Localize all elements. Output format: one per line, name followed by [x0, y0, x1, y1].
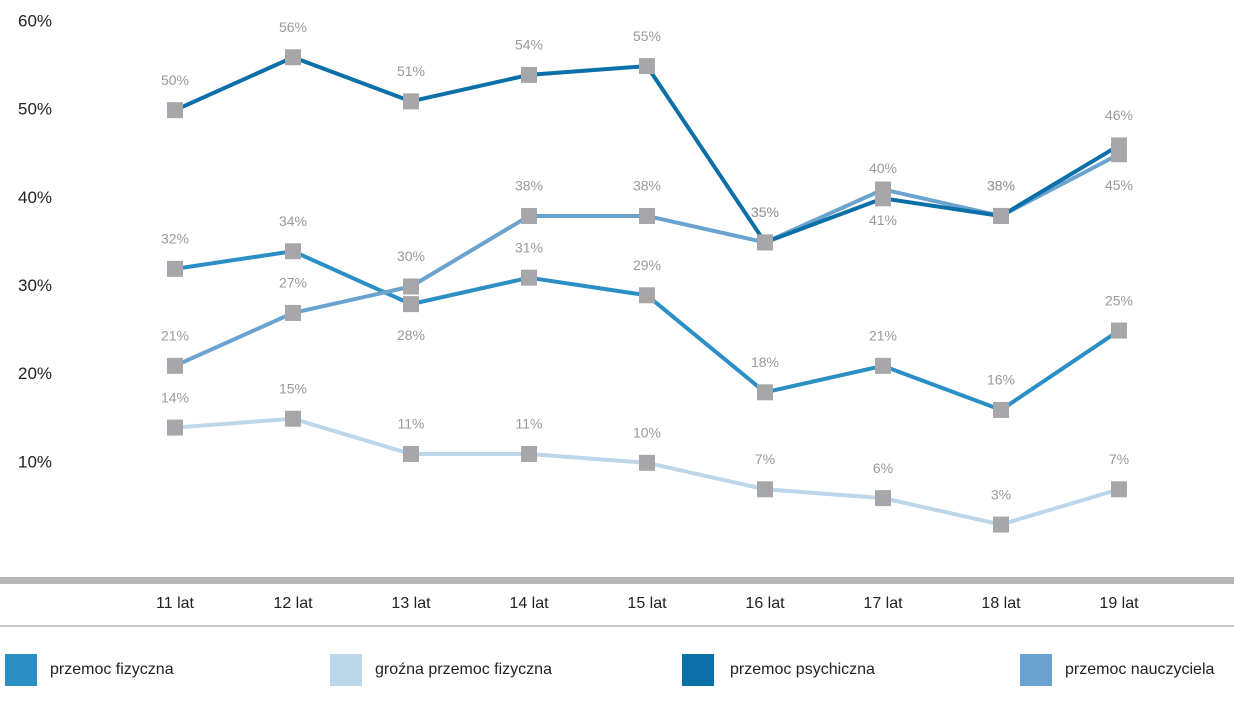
marker [875, 490, 891, 507]
marker [521, 66, 537, 83]
marker [285, 243, 301, 260]
y-tick-label: 30% [18, 276, 52, 295]
data-label: 32% [161, 231, 189, 247]
marker [639, 287, 655, 304]
marker [993, 516, 1009, 533]
y-tick-label: 50% [18, 100, 52, 119]
legend-label: przemoc fizyczna [50, 661, 174, 678]
series-line [174, 249, 1121, 412]
data-label: 45% [1105, 177, 1133, 193]
marker [521, 207, 537, 224]
marker [639, 454, 655, 471]
legend-swatch [5, 654, 37, 686]
marker [521, 269, 537, 286]
marker [875, 357, 891, 374]
legend-swatch [330, 654, 362, 686]
data-label: 7% [1109, 451, 1129, 467]
x-tick-label: 16 lat [745, 595, 785, 612]
data-label: 10% [633, 425, 661, 441]
data-label: 14% [161, 389, 189, 405]
data-label: 6% [873, 460, 893, 476]
data-label: 15% [279, 380, 307, 396]
marker [757, 234, 773, 251]
data-label: 31% [515, 239, 543, 255]
data-label: 16% [987, 372, 1015, 388]
marker [403, 446, 419, 463]
x-tick-label: 18 lat [981, 595, 1021, 612]
x-tick-label: 15 lat [627, 595, 667, 612]
data-label: 28% [397, 327, 425, 343]
data-label: 38% [987, 178, 1015, 194]
data-label: 3% [991, 486, 1011, 502]
legend-label: przemoc psychiczna [730, 661, 875, 678]
data-label: 46% [1105, 107, 1133, 123]
data-label: 54% [515, 37, 543, 53]
marker [993, 401, 1009, 418]
data-label: 51% [397, 63, 425, 79]
marker [875, 190, 891, 207]
marker [403, 93, 419, 110]
x-tick-label: 14 lat [509, 595, 549, 612]
data-label: 38% [633, 178, 661, 194]
y-tick-label: 20% [18, 364, 52, 383]
data-label: 40% [869, 160, 897, 176]
marker [521, 446, 537, 463]
marker [285, 304, 301, 321]
x-tick-label: 12 lat [273, 595, 313, 612]
x-tick-label: 17 lat [863, 595, 903, 612]
data-label: 21% [869, 328, 897, 344]
data-label: 7% [755, 451, 775, 467]
y-tick-label: 60% [18, 11, 52, 30]
marker [167, 419, 183, 436]
y-tick-label: 40% [18, 188, 52, 207]
marker [757, 384, 773, 401]
data-label: 34% [279, 213, 307, 229]
marker [285, 410, 301, 427]
data-label: 27% [279, 275, 307, 291]
legend-swatch [1020, 654, 1052, 686]
x-tick-label: 11 lat [156, 595, 195, 612]
marker [403, 278, 419, 295]
marker [639, 207, 655, 224]
data-label: 11% [516, 416, 543, 432]
data-label: 29% [633, 257, 661, 273]
legend-label: przemoc nauczyciela [1065, 661, 1215, 678]
data-label: 35% [751, 204, 779, 220]
data-label: 30% [397, 248, 425, 264]
separator [0, 625, 1234, 627]
marker [1111, 322, 1127, 339]
x-tick-label: 19 lat [1099, 595, 1139, 612]
data-label: 50% [161, 72, 189, 88]
data-label: 11% [398, 416, 425, 432]
marker [1111, 481, 1127, 498]
y-tick-label: 10% [18, 452, 52, 471]
data-label: 38% [987, 178, 1015, 194]
marker [167, 260, 183, 277]
legend-label: groźna przemoc fizyczna [375, 661, 552, 678]
data-label: 21% [161, 328, 189, 344]
data-label: 56% [279, 19, 307, 35]
marker [167, 102, 183, 119]
legend-swatch [682, 654, 714, 686]
marker [639, 58, 655, 75]
axis-band [0, 577, 1234, 584]
marker [1111, 137, 1127, 154]
data-label: 25% [1105, 292, 1133, 308]
marker [993, 207, 1009, 224]
marker [403, 296, 419, 313]
x-tick-label: 13 lat [391, 595, 431, 612]
data-label: 18% [751, 354, 779, 370]
data-label: 38% [515, 178, 543, 194]
marker [757, 481, 773, 498]
data-label: 41% [869, 212, 897, 228]
data-label: 55% [633, 28, 661, 44]
marker [167, 357, 183, 374]
marker [285, 49, 301, 66]
data-label: 35% [751, 204, 779, 220]
